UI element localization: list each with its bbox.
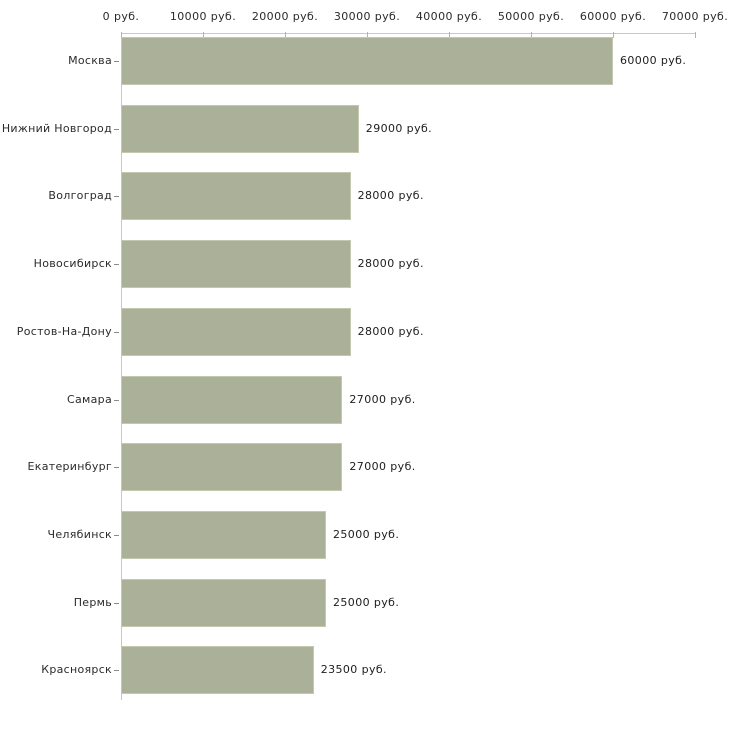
category-label: Самара: [67, 392, 112, 406]
x-axis-tick: [203, 32, 204, 38]
bar: [121, 240, 351, 289]
category-label: Волгоград: [48, 189, 112, 203]
value-label: 28000 руб.: [357, 257, 424, 271]
value-label: 28000 руб.: [357, 324, 424, 338]
value-label: 25000 руб.: [333, 527, 400, 541]
category-label: Ростов-На-Дону: [16, 324, 112, 338]
value-label: 27000 руб.: [349, 392, 416, 406]
bar: [121, 307, 351, 356]
bar: [121, 443, 343, 492]
bar: [121, 37, 613, 85]
y-axis-tick: [114, 534, 119, 536]
x-axis-tick: [531, 32, 532, 38]
x-axis-tick-label: 30000 руб.: [333, 10, 401, 23]
y-axis-tick: [114, 196, 119, 198]
bar: [121, 172, 351, 221]
category-label: Челябинск: [47, 527, 112, 541]
x-axis-tick-label: 0 руб.: [102, 10, 140, 23]
y-axis-line: [121, 33, 122, 701]
x-axis-tick: [367, 32, 368, 38]
bar: [121, 510, 326, 559]
x-axis-tick: [121, 32, 122, 38]
x-axis-tick-label: 20000 руб.: [251, 10, 319, 23]
category-label: Новосибирск: [33, 257, 112, 271]
y-axis-tick: [114, 467, 119, 469]
y-axis-tick: [114, 670, 119, 672]
category-label: Екатеринбург: [27, 460, 112, 474]
value-label: 60000 руб.: [620, 54, 687, 67]
x-axis-tick-label: 70000 руб.: [661, 10, 729, 23]
category-label: Нижний Новгород: [1, 121, 112, 135]
bar: [121, 646, 314, 695]
bar: [121, 578, 326, 627]
x-axis-tick-label: 40000 руб.: [415, 10, 483, 23]
y-axis-tick: [114, 264, 119, 266]
x-axis-tick: [695, 32, 696, 38]
x-axis-tick-label: 50000 руб.: [497, 10, 565, 23]
value-label: 23500 руб.: [320, 663, 387, 677]
y-axis-tick: [114, 602, 119, 604]
bar: [121, 375, 343, 424]
value-label: 27000 руб.: [349, 460, 416, 474]
x-axis-tick: [449, 32, 450, 38]
x-axis-line: [121, 33, 695, 34]
value-label: 28000 руб.: [357, 189, 424, 203]
y-axis-tick: [114, 331, 119, 333]
category-label: Пермь: [73, 595, 112, 609]
bar: [121, 104, 359, 153]
x-axis-tick: [613, 32, 614, 38]
y-axis-tick: [114, 128, 119, 130]
y-axis-tick: [114, 399, 119, 401]
x-axis-tick: [285, 32, 286, 38]
value-label: 25000 руб.: [333, 595, 400, 609]
category-label: Москва: [68, 54, 112, 67]
y-axis-tick: [114, 61, 119, 62]
x-axis-tick-label: 10000 руб.: [169, 10, 237, 23]
category-label: Красноярск: [41, 663, 112, 677]
x-axis-tick-label: 60000 руб.: [579, 10, 647, 23]
value-label: 29000 руб.: [365, 121, 433, 135]
